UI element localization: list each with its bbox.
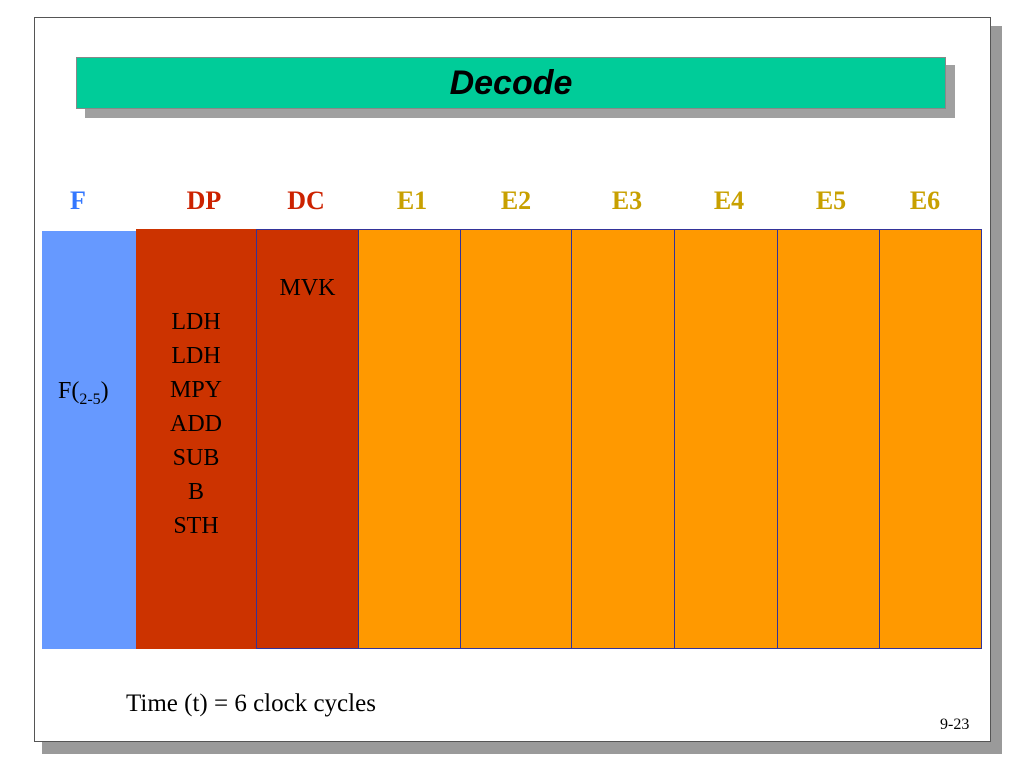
list-item: MPY (169, 377, 223, 403)
page-title: Decode (449, 63, 573, 102)
list-item: LDH (171, 343, 221, 369)
fetch-packet-prefix: F( (58, 378, 80, 404)
decode-column (256, 229, 359, 649)
fetch-packet-suffix: ) (100, 378, 109, 404)
stage-label-f: F (70, 186, 86, 215)
title-banner: Decode (76, 57, 946, 109)
list-item: MVK (279, 275, 336, 301)
execute-column-e5 (777, 229, 880, 649)
execute-column-e4 (674, 229, 778, 649)
page-number: 9-23 (940, 716, 970, 733)
dp-instruction-list: LDH LDH MPY ADD SUB B STH (136, 305, 256, 543)
list-item: ADD (170, 411, 222, 437)
stage-label-dc: DC (287, 186, 325, 215)
stage-label-e5: E5 (815, 186, 847, 215)
execute-column-e1 (358, 229, 461, 649)
stage-label-e2: E2 (500, 186, 532, 215)
execute-column-e3 (571, 229, 675, 649)
list-item: STH (173, 513, 219, 539)
footer-caption: Time (t) = 6 clock cycles (126, 690, 376, 717)
stage-label-e6: E6 (909, 186, 941, 215)
execute-column-e2 (460, 229, 572, 649)
dispatch-column (136, 229, 256, 649)
stage-label-e3: E3 (611, 186, 643, 215)
stage-label-e4: E4 (713, 186, 745, 215)
list-item: LDH (171, 309, 221, 335)
stage-label-dp: DP (186, 186, 222, 215)
list-item: SUB (172, 445, 220, 471)
stage-label-e1: E1 (396, 186, 428, 215)
fetch-column (42, 231, 136, 649)
fetch-packet-range: 2-5 (79, 390, 101, 408)
dc-instruction-list: MVK (256, 271, 359, 305)
fetch-packet-label: F(2-5) (58, 374, 109, 417)
execute-column-e6 (879, 229, 982, 649)
list-item: B (187, 479, 204, 505)
